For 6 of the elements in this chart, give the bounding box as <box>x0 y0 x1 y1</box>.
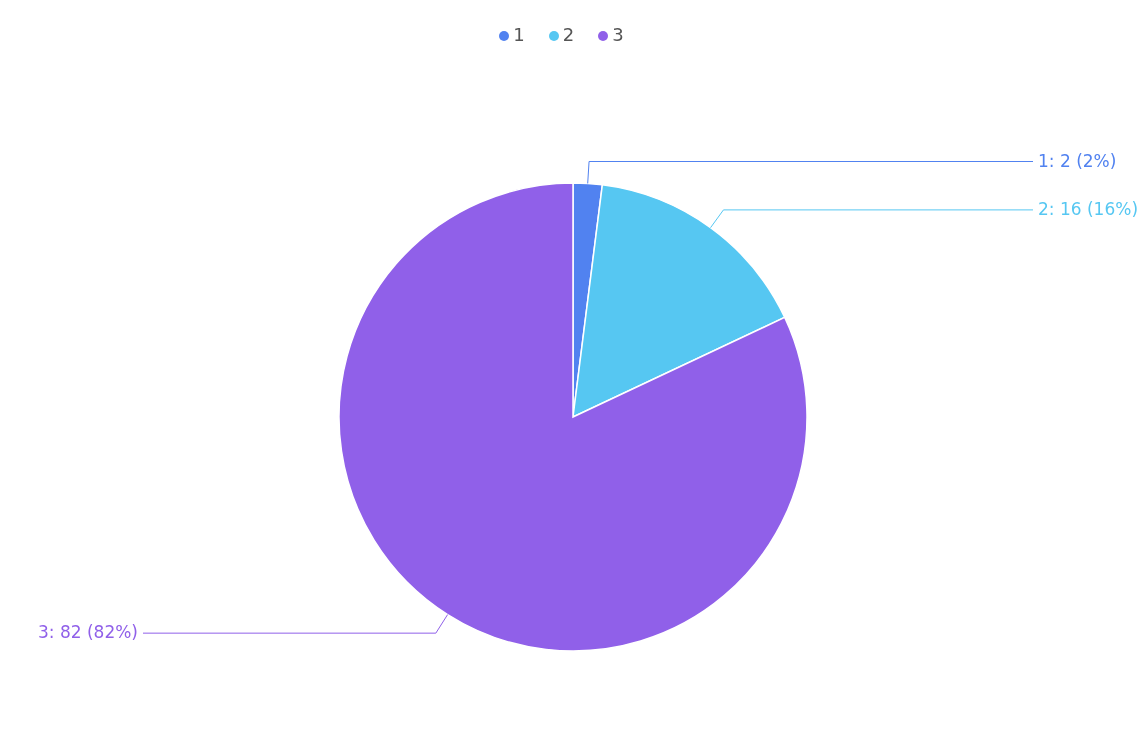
data-label: 1: 2 (2%) <box>1038 150 1117 171</box>
data-label: 2: 16 (16%) <box>1038 198 1139 219</box>
legend-label: 1 <box>513 24 525 45</box>
legend-label: 3 <box>612 24 624 45</box>
legend-label: 2 <box>562 24 575 45</box>
data-label: 3: 82 (82%) <box>37 622 138 643</box>
